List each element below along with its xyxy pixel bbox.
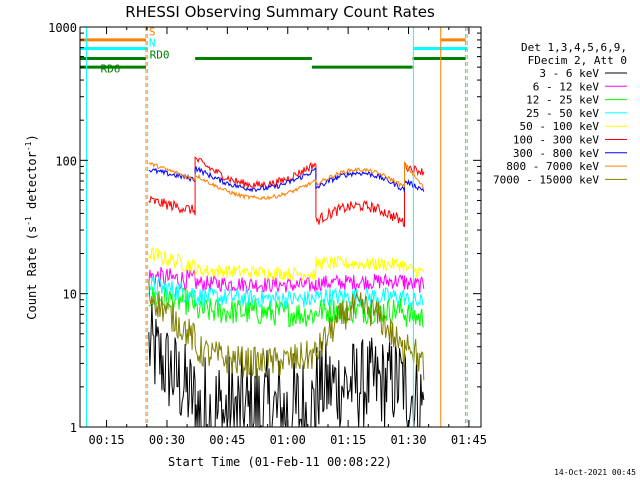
series-1 xyxy=(148,266,425,294)
flag-label-0: S xyxy=(149,26,156,39)
series-5-segment-1 xyxy=(194,156,317,216)
x-tick-label-0: 00:15 xyxy=(89,433,125,447)
legend-label-5: 100 - 300 keV xyxy=(513,134,599,147)
series-3-segment-2 xyxy=(315,287,405,307)
series-3-segment-1 xyxy=(194,287,317,309)
legend-label-2: 12 - 25 keV xyxy=(526,94,599,107)
axis-layer: 00:15 00:30 00:45 01:00 01:15 01:30 01:45 1 10 10… xyxy=(48,21,487,447)
series-1-segment-0 xyxy=(148,266,196,293)
legend-label-4: 50 - 100 keV xyxy=(520,120,600,133)
data-layer xyxy=(148,156,425,429)
series-1-segment-1 xyxy=(194,275,317,294)
series-2-segment-2 xyxy=(315,298,405,325)
series-7 xyxy=(148,161,425,201)
series-8-segment-0 xyxy=(148,280,196,350)
series-7-segment-1 xyxy=(194,172,317,201)
y-axis-label-sup-1: -1 xyxy=(24,216,33,226)
series-5-segment-0 xyxy=(148,195,196,216)
series-4 xyxy=(148,246,425,282)
flag-label-1: N xyxy=(149,36,156,49)
x-tick-label-6: 01:45 xyxy=(451,433,487,447)
x-tick-label-5: 01:30 xyxy=(390,433,426,447)
series-6-segment-2 xyxy=(315,168,405,193)
plot-frame xyxy=(79,26,482,428)
footer-timestamp: 14-Oct-2021 00:45 xyxy=(554,468,636,477)
x-tick-label-1: 00:30 xyxy=(149,433,185,447)
y-tick-label-1: 10 xyxy=(63,288,77,302)
series-2 xyxy=(148,286,425,328)
legend-label-8: 7000 - 15000 keV xyxy=(493,173,599,186)
y-axis-label: Count Rate (s-1 detector-1) xyxy=(24,134,39,319)
x-tick-label-4: 01:15 xyxy=(330,433,366,447)
x-axis-label: Start Time (01-Feb-11 00:08:22) xyxy=(168,455,392,469)
legend-header-0: Det 1,3,4,5,6,9, xyxy=(521,41,627,54)
y-axis-label-part-2: detector xyxy=(25,151,39,216)
chart-title: RHESSI Observing Summary Count Rates xyxy=(125,3,435,21)
y-axis-label-part-1: Count Rate (s xyxy=(25,226,39,320)
series-4-segment-2 xyxy=(315,255,405,272)
x-tick-label-3: 01:00 xyxy=(270,433,306,447)
series-1-segment-2 xyxy=(315,273,405,292)
series-8-segment-1 xyxy=(194,334,317,379)
series-0-segment-0 xyxy=(148,303,196,418)
legend-label-1: 6 - 12 keV xyxy=(533,80,600,93)
series-8-segment-2 xyxy=(315,291,405,368)
series-4-segment-0 xyxy=(148,246,196,274)
y-axis-label-part-3: ) xyxy=(25,134,39,141)
legend: Det 1,3,4,5,6,9,FDecim 2, Att 03 - 6 keV… xyxy=(493,41,627,186)
y-tick-label-3: 1000 xyxy=(48,21,77,35)
marker-layer xyxy=(85,27,468,427)
legend-label-3: 25 - 50 keV xyxy=(526,107,599,120)
legend-label-6: 300 - 800 keV xyxy=(513,147,599,160)
flag-label-2: RD0 xyxy=(150,49,170,62)
series-3-segment-0 xyxy=(148,275,196,304)
legend-label-0: 3 - 6 keV xyxy=(539,67,599,80)
series-3 xyxy=(148,275,424,309)
legend-label-7: 800 - 7000 keV xyxy=(506,160,599,173)
series-8 xyxy=(148,280,425,381)
y-tick-label-2: 100 xyxy=(55,154,77,168)
series-6-segment-0 xyxy=(148,167,196,183)
flag-label-3: RD6 xyxy=(101,63,121,76)
series-4-segment-1 xyxy=(194,264,317,282)
series-7-segment-2 xyxy=(315,167,405,188)
series-6-segment-1 xyxy=(194,165,317,193)
legend-header-1: FDecim 2, Att 0 xyxy=(528,54,627,67)
x-tick-label-2: 00:45 xyxy=(209,433,245,447)
y-axis-label-sup-2: -1 xyxy=(24,141,33,151)
series-2-segment-1 xyxy=(194,290,316,328)
y-tick-label-0: 1 xyxy=(70,421,77,435)
series-7-segment-0 xyxy=(148,161,196,182)
series-5-segment-2 xyxy=(315,164,405,228)
series-2-segment-0 xyxy=(148,286,196,315)
